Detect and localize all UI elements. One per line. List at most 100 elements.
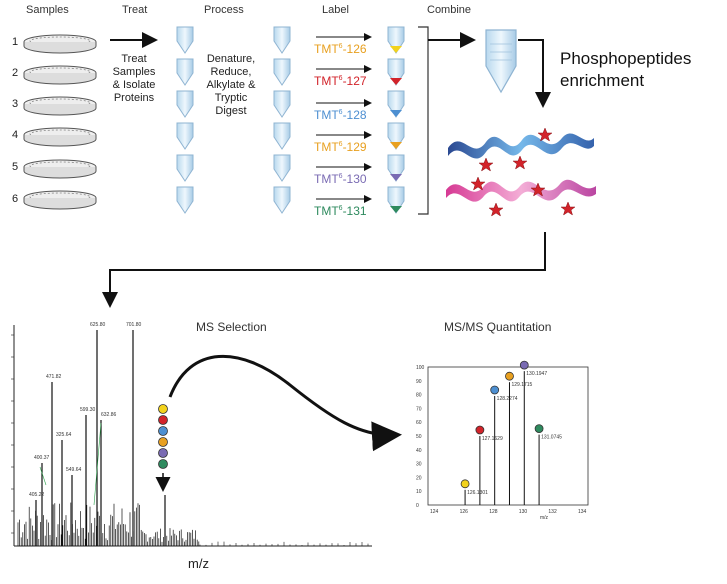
petri-dish <box>23 34 97 54</box>
header-samples: Samples <box>26 4 69 16</box>
tube <box>273 122 291 150</box>
treat-description: Treat Samples & Isolate Proteins <box>112 53 156 104</box>
tube <box>176 26 194 54</box>
quant-y-tick-label: 90 <box>416 379 422 385</box>
header-treat: Treat <box>122 4 148 16</box>
petri-dish <box>23 190 97 210</box>
labeled-tube <box>387 122 405 150</box>
quant-y-tick-label: 100 <box>416 365 425 371</box>
quant-x-tick-label: 124 <box>430 509 439 515</box>
marker-dot <box>158 459 168 469</box>
phospho-star-icon <box>478 157 494 172</box>
peak-label: 471.82 <box>46 374 62 380</box>
ms-connector-arrow <box>102 232 546 308</box>
tube <box>273 154 291 182</box>
tube <box>176 122 194 150</box>
labeled-tube <box>387 154 405 182</box>
header-combine: Combine <box>427 4 472 16</box>
sample-number: 3 <box>12 98 19 110</box>
zoom-indicator-line <box>93 422 102 506</box>
peak-label: 701.80 <box>126 322 142 328</box>
peak-label: 405.22 <box>29 492 45 498</box>
tmt-label-130: TMT6-130 <box>314 172 367 186</box>
peptide-ribbons <box>446 127 596 217</box>
label-arrows <box>316 33 372 203</box>
quant-y-tick-label: 10 <box>416 489 422 495</box>
quant-peak-marker <box>519 360 529 370</box>
ms-graphics: 471.82 625.80 701.80 325.64 400.37 599.3… <box>11 322 589 547</box>
quant-peak-marker <box>460 479 470 489</box>
selection-marker-stack <box>158 404 168 469</box>
phospho-star-icon <box>530 182 546 197</box>
blue-ribbon <box>448 133 594 159</box>
spectrum-major-peaks <box>35 330 166 546</box>
quant-y-tick-label: 80 <box>416 393 422 399</box>
workflow-graphics <box>23 26 596 308</box>
header-label: Label <box>322 4 349 16</box>
quant-peaks: 126.1301 127.1629 128.2274 129.1715 130.1947… <box>460 360 562 505</box>
enrichment-label: Phosphopeptides enrichment <box>560 49 692 90</box>
tube <box>273 90 291 118</box>
quant-peak-label: 128.2274 <box>497 396 518 402</box>
peak-label: 625.80 <box>90 322 106 328</box>
spectrum-y-ticks <box>11 334 14 534</box>
petri-dish <box>23 96 97 116</box>
peak-label: 599.30 <box>80 407 96 413</box>
quant-x-tick-label: 130 <box>519 509 528 515</box>
phospho-star-icon <box>470 176 486 191</box>
ms-spectrum: 471.82 625.80 701.80 325.64 400.37 599.3… <box>11 322 372 547</box>
tmt-label-131: TMT6-131 <box>314 204 367 218</box>
phospho-star-icon <box>512 155 528 170</box>
tube <box>273 58 291 86</box>
tube-column-1 <box>176 26 194 214</box>
header-process: Process <box>204 4 244 16</box>
tube <box>176 154 194 182</box>
marker-dot <box>158 404 168 414</box>
phospho-star-icon <box>488 202 504 217</box>
quant-xlabel: m/z <box>540 515 549 521</box>
curved-transfer-arrow <box>168 355 402 452</box>
enrichment-arrow <box>518 39 551 108</box>
quant-y-tick-label: 60 <box>416 420 422 426</box>
phospho-star-icon <box>537 127 553 142</box>
sample-number: 6 <box>12 193 19 205</box>
quant-y-tick-label: 50 <box>416 434 422 440</box>
marker-dot <box>158 426 168 436</box>
labeled-tube <box>387 58 405 86</box>
marker-dot <box>158 415 168 425</box>
msms-quant-title: MS/MS Quantitation <box>444 320 552 334</box>
quant-peak-label: 129.1715 <box>511 382 532 388</box>
petri-dish <box>23 159 97 179</box>
quant-peak-marker <box>475 425 485 435</box>
process-description: Denature, Reduce, Alkylate & Tryptic Dig… <box>206 53 256 117</box>
petri-dish <box>23 127 97 147</box>
zoom-indicator-line <box>39 466 47 486</box>
phospho-star-icon <box>560 201 576 216</box>
quant-y-tick-label: 40 <box>416 448 422 454</box>
quant-peak-label: 127.1629 <box>482 436 503 442</box>
tmt-label-126: TMT6-126 <box>314 42 367 56</box>
spectrum-peaks <box>17 502 369 546</box>
tmt-label-127: TMT6-127 <box>314 74 367 88</box>
tmt-label-129: TMT6-129 <box>314 140 367 154</box>
petri-dish-group <box>23 34 97 210</box>
peak-label: 325.64 <box>56 432 72 438</box>
quant-peak-label: 126.1301 <box>467 490 488 496</box>
spectrum-peak-labels: 471.82 625.80 701.80 325.64 400.37 599.3… <box>29 322 142 498</box>
sample-number: 4 <box>12 129 19 141</box>
tube <box>273 186 291 214</box>
tube <box>176 90 194 118</box>
quant-y-tick-label: 0 <box>416 503 419 509</box>
ms-selection-title: MS Selection <box>196 320 267 334</box>
quant-peak-marker <box>534 424 544 434</box>
sample-number: 5 <box>12 161 19 173</box>
tmt-label-128: TMT6-128 <box>314 108 367 122</box>
tube <box>176 58 194 86</box>
labeled-tube <box>387 26 405 54</box>
quant-peak-marker <box>490 385 500 395</box>
phospho-star-group <box>470 127 576 217</box>
marker-dot <box>158 448 168 458</box>
peak-label: 549.64 <box>66 467 82 473</box>
